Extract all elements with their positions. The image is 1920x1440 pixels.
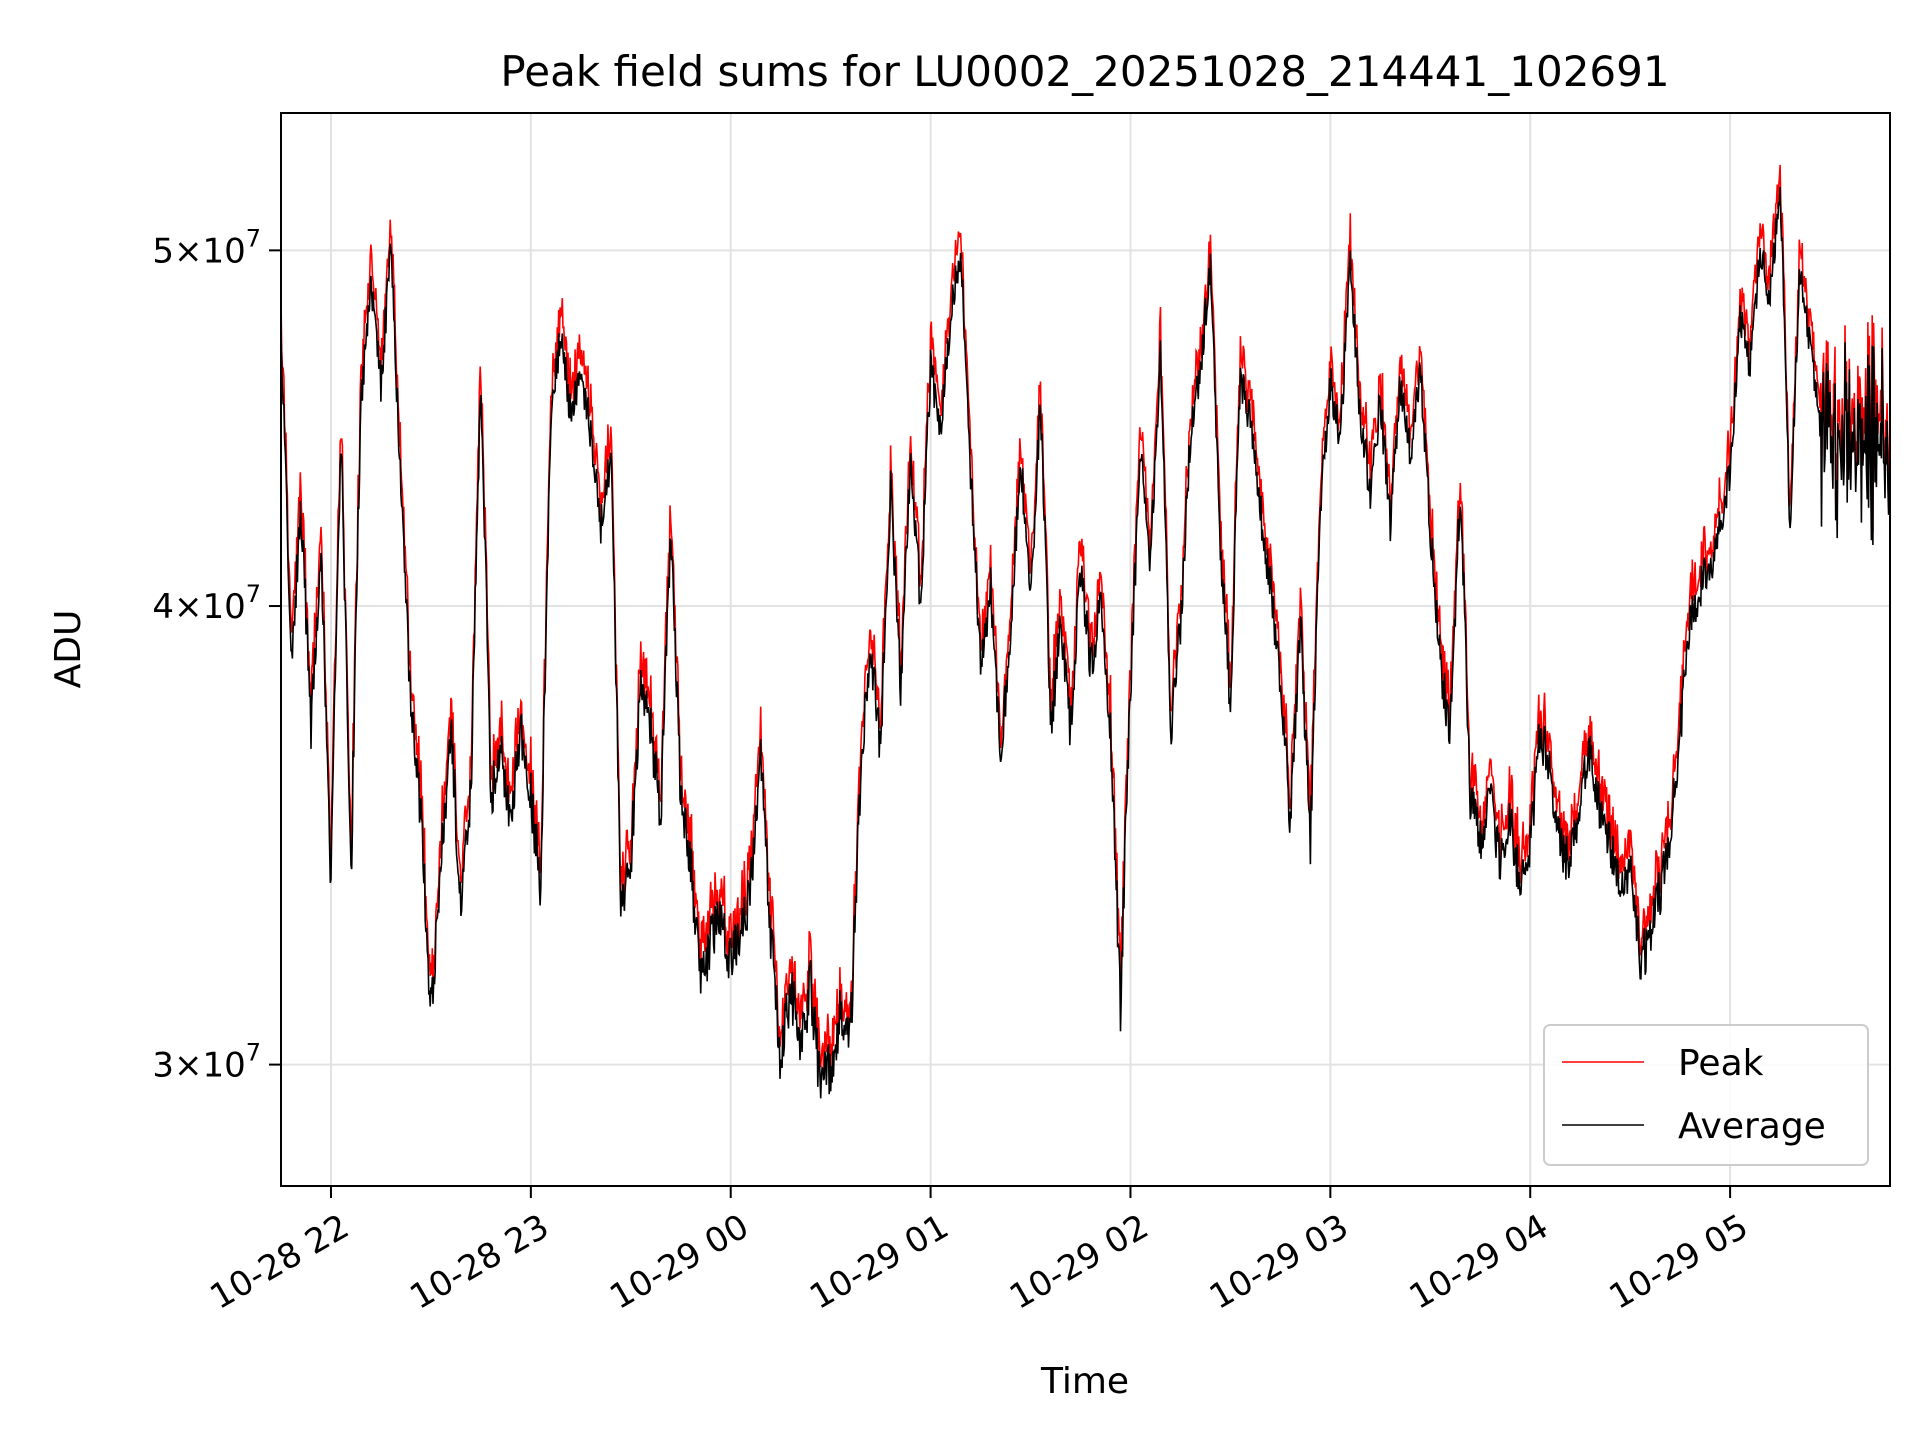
legend-label-peak: Peak — [1678, 1043, 1764, 1084]
y-tick-label: 4×107 — [152, 580, 261, 627]
series-line-average — [280, 186, 1891, 1099]
legend-box — [1543, 1024, 1869, 1166]
y-tick-label: 3×107 — [152, 1039, 261, 1086]
plot-frame — [280, 112, 1891, 1187]
series-group — [280, 164, 1891, 1099]
y-axis: 3×107 4×107 5×107 — [152, 224, 281, 1086]
y-axis-label: ADU — [48, 610, 89, 689]
y-tick-label: 5×107 — [152, 224, 261, 271]
chart-title: Peak field sums for LU0002_20251028_2144… — [500, 47, 1669, 96]
x-axis-label: Time — [1040, 1361, 1129, 1402]
legend: Peak Average — [1543, 1024, 1869, 1166]
legend-label-average: Average — [1678, 1106, 1826, 1147]
